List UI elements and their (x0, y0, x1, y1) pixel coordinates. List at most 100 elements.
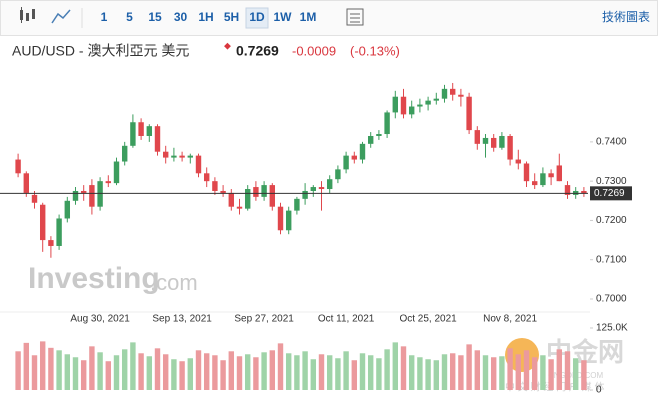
candle-icon[interactable] (20, 7, 35, 23)
candle-body (490, 137, 497, 148)
candle-body (515, 159, 522, 164)
candle-body (285, 210, 292, 231)
timeframe-button[interactable]: 5 (126, 10, 133, 24)
volume-bar (507, 348, 513, 390)
candle-body (130, 122, 136, 146)
volume-bar (425, 359, 431, 390)
volume-bar (351, 360, 358, 390)
candle-body (326, 179, 333, 190)
volume-bar (490, 357, 497, 390)
candle-body (269, 185, 276, 207)
price-change-pct: (-0.13%) (350, 43, 400, 58)
timeframe-button[interactable]: 5H (224, 10, 239, 24)
indicator-icon[interactable] (346, 8, 364, 26)
candle-body (171, 155, 177, 158)
volume-bar (499, 356, 505, 390)
volume-bar (343, 351, 349, 390)
x-tick-label: Aug 30, 2021 (70, 314, 130, 325)
candle-body (564, 185, 571, 195)
x-tick-label: Nov 8, 2021 (483, 314, 537, 325)
volume-bar (195, 350, 202, 390)
volume-bar (64, 354, 71, 390)
volume-bar (540, 355, 546, 390)
volume-bar (138, 353, 144, 390)
volume-bar (171, 359, 177, 390)
candle-body (80, 190, 87, 193)
candle-body (89, 185, 95, 207)
volume-bar (294, 355, 300, 390)
candle-body (113, 161, 120, 184)
candle-body (56, 218, 62, 246)
price-change: -0.0009 (292, 43, 336, 58)
timeframe-button[interactable]: 1H (198, 10, 213, 24)
candle-body (138, 122, 144, 136)
line-icon[interactable] (51, 9, 71, 24)
volume-bar (572, 358, 579, 390)
volume-bar (408, 355, 415, 390)
timeframe-button[interactable]: 1 (101, 10, 108, 24)
timeframe-button[interactable]: 30 (174, 10, 188, 24)
tech-chart-link[interactable]: 技術圖表 (602, 10, 650, 24)
candle-body (507, 135, 513, 160)
timeframe-button[interactable]: 1M (300, 10, 317, 24)
volume-bar (212, 355, 218, 390)
volume-bar (515, 354, 522, 390)
candle-body (15, 159, 21, 174)
candle-body (31, 194, 38, 203)
candle-body (408, 106, 415, 115)
candle-body (351, 155, 358, 160)
volume-bar (326, 355, 333, 390)
down-arrow: ◆ (224, 40, 231, 50)
candle-body (121, 145, 128, 162)
volume-bar (80, 360, 87, 390)
volume-bar (56, 350, 62, 390)
volume-tick-label: 125.0K (596, 323, 628, 334)
candle-body (146, 126, 153, 136)
timeframe-button[interactable]: 15 (148, 10, 162, 24)
volume-bar (433, 360, 440, 390)
volume-bar (146, 356, 153, 390)
instrument-title: AUD/USD - 澳大利亞元 美元 (12, 43, 189, 59)
candle-body (359, 143, 366, 160)
candle-body (294, 198, 300, 211)
x-tick-label: Sep 13, 2021 (152, 314, 212, 325)
candle-body (97, 181, 103, 207)
candle-body (302, 190, 308, 199)
candle-body (392, 96, 399, 113)
volume-bar (228, 351, 235, 390)
candle-body (523, 163, 530, 182)
candle-body (187, 155, 194, 158)
volume-bar (97, 352, 103, 390)
candle-body (466, 96, 472, 131)
candle-body (64, 200, 71, 219)
candle-body (261, 185, 267, 197)
volume-bar (113, 355, 120, 390)
y-tick-label: 0.7400 (596, 137, 627, 148)
volume-bar (400, 346, 407, 390)
volume-bar (359, 353, 366, 390)
candle-body (540, 173, 546, 186)
volume-bar (466, 344, 472, 390)
candle-body (474, 130, 481, 144)
candle-body (335, 169, 341, 180)
timeframe-active (245, 7, 269, 29)
candle-body (105, 181, 112, 184)
volume-bar (482, 355, 489, 390)
volume-bar (531, 357, 538, 390)
candle-body (449, 88, 456, 95)
candle-body (48, 240, 54, 246)
timeframe-button[interactable]: 1D (249, 10, 265, 24)
candle-body (39, 204, 46, 241)
volume-bar (269, 350, 276, 390)
volume-bar (367, 355, 374, 390)
timeframe-button[interactable]: 1W (274, 10, 293, 24)
volume-bar (15, 351, 21, 390)
toolbar (0, 0, 658, 36)
volume-bar (277, 343, 284, 390)
site-logo (505, 338, 539, 372)
candle-body (441, 88, 448, 99)
candle-body (23, 173, 30, 193)
watermark-brand: Investing (28, 262, 160, 295)
volume-bar (39, 341, 46, 390)
candle-body (195, 155, 202, 174)
